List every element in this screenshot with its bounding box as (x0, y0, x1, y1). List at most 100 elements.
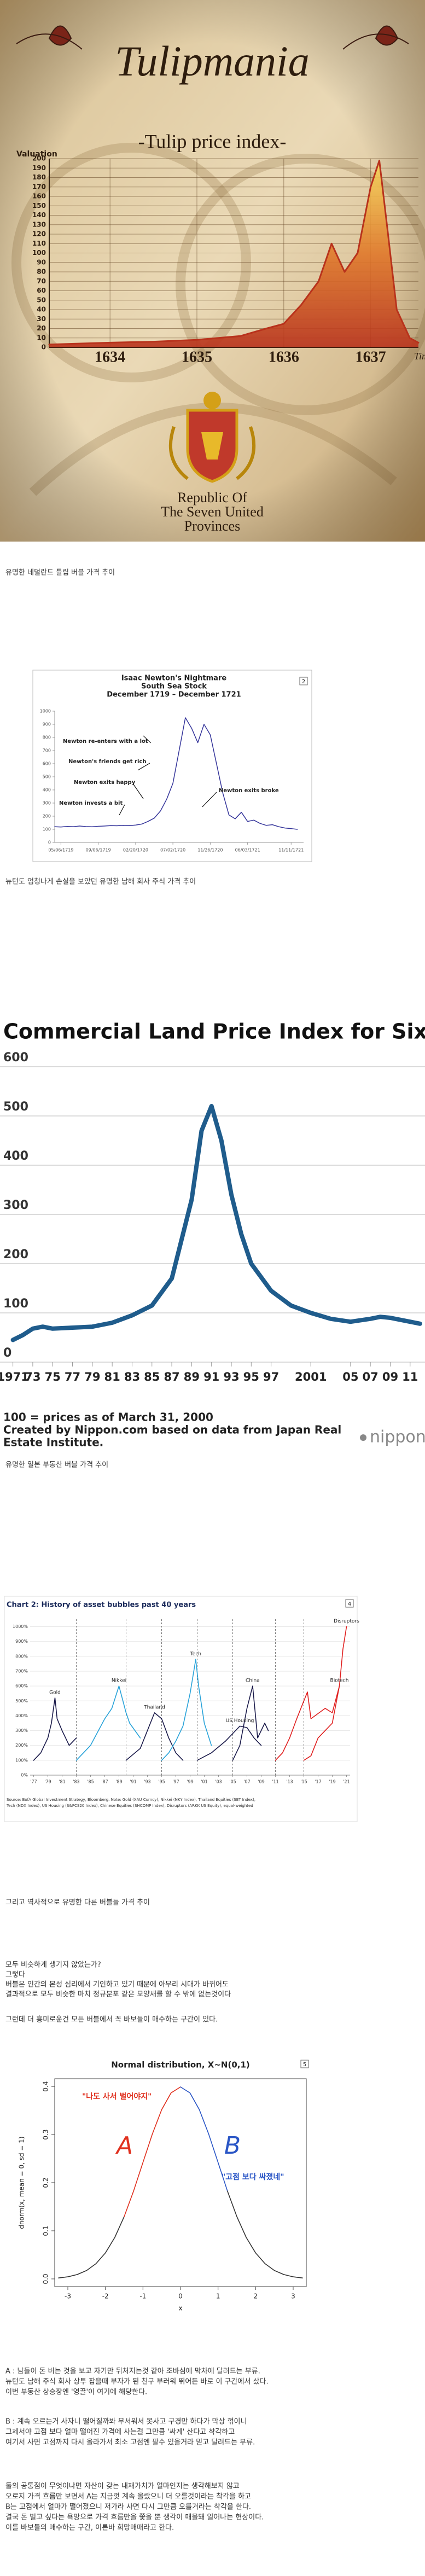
x-tick-label: '15 (300, 1780, 307, 1784)
y-tick-label: 400 (3, 1149, 28, 1163)
x-tick-label: 85 (144, 1370, 160, 1383)
x-tick-label: 93 (223, 1370, 239, 1383)
x-tick-label: 06/03/1721 (235, 848, 260, 853)
tulip-ornaments (16, 25, 409, 50)
y-tick-label: 500 (43, 775, 51, 780)
x-tick-label: 1634 (95, 348, 125, 365)
y-tick-label: 400 (43, 788, 51, 793)
x-tick-label: '85 (87, 1780, 94, 1784)
x-tick-label: 95 (243, 1370, 259, 1383)
x-tick-label: 91 (203, 1370, 219, 1383)
x-tick-label: 02/20/1720 (123, 848, 148, 853)
paragraph-line: 이번 부동산 상승장엔 '영끌'이 여기에 해당한다. (5, 2388, 147, 2397)
x-tick-label: '17 (315, 1780, 321, 1784)
series-label: Biotech (330, 1678, 349, 1684)
crest (168, 392, 256, 483)
y-tick-label: 190 (32, 164, 46, 172)
footer-line: The Seven United (161, 504, 264, 520)
series-line (232, 1685, 269, 1761)
annotation: Newton invests a bit (59, 800, 123, 806)
badge-box (299, 677, 308, 685)
annotation-arrow (137, 763, 150, 771)
note: 100 = prices as of March 31, 2000 (3, 1411, 213, 1424)
x-tick-label: '77 (30, 1780, 37, 1784)
chart-subtitle: South Sea Stock (141, 683, 207, 691)
badge: 5 (303, 2062, 306, 2068)
y-tick-label: 90 (37, 258, 46, 266)
y-tick-label: 10 (37, 334, 46, 341)
paragraph-line: 결과적으로 모두 비슷한 마치 정규분포 같은 모양새를 할 수 밖에 없는것이… (5, 1991, 231, 1999)
y-tick-label: 30 (37, 315, 46, 323)
series-label: Disruptors (334, 1619, 359, 1624)
y-tick-label: 0 (42, 344, 46, 351)
chart: Commercial Land Price Index for Six Majo… (0, 1020, 425, 1449)
x-tick-label: '83 (73, 1780, 79, 1784)
annotation: Newton exits broke (219, 788, 279, 794)
annotation-arrow (119, 804, 125, 816)
x-tick-label: 1637 (356, 348, 386, 365)
x-tick-label: 09/06/1719 (86, 848, 111, 853)
annotation: Newton re-enters with a lot (63, 739, 148, 745)
x-axis-label: Time (414, 351, 425, 362)
x-axis-label: x (178, 2305, 182, 2312)
annotation: "나도 사서 벌어야지" (82, 2092, 152, 2101)
x-tick-label: 1635 (182, 348, 212, 365)
y-axis-label: Valuation (16, 150, 57, 159)
x-tick-label: 1 (216, 2293, 220, 2300)
x-tick-label: '11 (272, 1780, 278, 1784)
series-line (227, 2190, 303, 2278)
annotation: Newton's friends get rich (68, 759, 146, 765)
x-tick-label: 73 (25, 1370, 40, 1383)
series-label: China (246, 1678, 260, 1684)
series-line (33, 1697, 77, 1761)
y-tick-label: 700% (15, 1669, 28, 1674)
series-label: Thailand (143, 1705, 165, 1711)
footer-line: Provinces (184, 518, 241, 534)
chart: 4 Chart 2: History of asset bubbles past … (4, 1596, 359, 1822)
paragraph-line: 그런데 더 흥미로운건 모든 버블에서 꼭 바보들이 매수하는 구간이 있다. (5, 2016, 218, 2024)
logo-dot (360, 1434, 366, 1441)
footer-line: Republic Of (177, 490, 247, 505)
y-tick-label: 0% (21, 1773, 28, 1778)
y-tick-label: 800% (15, 1654, 28, 1659)
caption: 유명한 일본 부동산 버블 가격 추이 (5, 1461, 108, 1469)
series-line (303, 1626, 347, 1761)
area (49, 160, 418, 347)
x-tick-label: 07/02/1720 (160, 848, 185, 853)
series-line (124, 2086, 181, 2217)
y-tick-label: 900% (15, 1639, 28, 1644)
y-tick-label: 0.3 (42, 2129, 50, 2139)
paragraph-line: 둘의 공통점이 무엇이냐면 자산이 갖는 내재가치가 얼마인지는 생각해보지 않… (5, 2482, 240, 2491)
series-label: Tech (190, 1652, 201, 1657)
x-tick-label: 2 (253, 2293, 258, 2300)
paragraph-line: 오로지 가격 흐름만 보면서 A는 지금껏 계속 올랐으니 더 오를것이라는 착… (5, 2493, 251, 2501)
y-tick-label: 180 (32, 173, 46, 181)
chart-title: Isaac Newton's Nightmare (121, 674, 227, 683)
paragraph-line: 모두 비슷하게 생기지 않았는가? (5, 1961, 101, 1969)
y-axis-label: dnorm(x, mean = 0, sd = 1) (18, 2136, 26, 2229)
source: Tech (NDX Index), US Housing (S&PCS20 In… (6, 1804, 253, 1808)
x-tick-label: 77 (65, 1370, 80, 1383)
y-tick-label: 100 (32, 249, 46, 257)
chart-title: Tulipmania (115, 37, 309, 85)
series-line (75, 1685, 141, 1761)
x-tick-label: '05 (229, 1780, 236, 1784)
y-tick-label: 0 (48, 840, 51, 845)
paragraph-line: 그렇다 (5, 1971, 25, 1979)
x-tick-label: 0 (178, 2293, 183, 2300)
caption: 뉴턴도 엄청나게 손실을 보았던 유명한 남해 회사 주식 가격 추이 (5, 878, 196, 886)
series-line (10, 1104, 422, 1342)
y-tick-label: 200 (32, 155, 46, 162)
x-tick-label: '97 (172, 1780, 179, 1784)
y-tick-label: 300 (43, 801, 51, 806)
y-tick-label: 300% (15, 1728, 28, 1733)
paragraph-line: 뉴턴도 남해 주식 회사 상투 잡을때 부자가 된 친구 부러워 뛰어든 바로 … (5, 2378, 269, 2386)
y-tick-label: 700 (43, 748, 51, 753)
y-tick-label: 0.1 (42, 2225, 50, 2236)
y-tick-label: 200% (15, 1743, 28, 1748)
note: Created by Nippon.com based on data from… (3, 1423, 341, 1437)
x-tick-label: '99 (187, 1780, 193, 1784)
